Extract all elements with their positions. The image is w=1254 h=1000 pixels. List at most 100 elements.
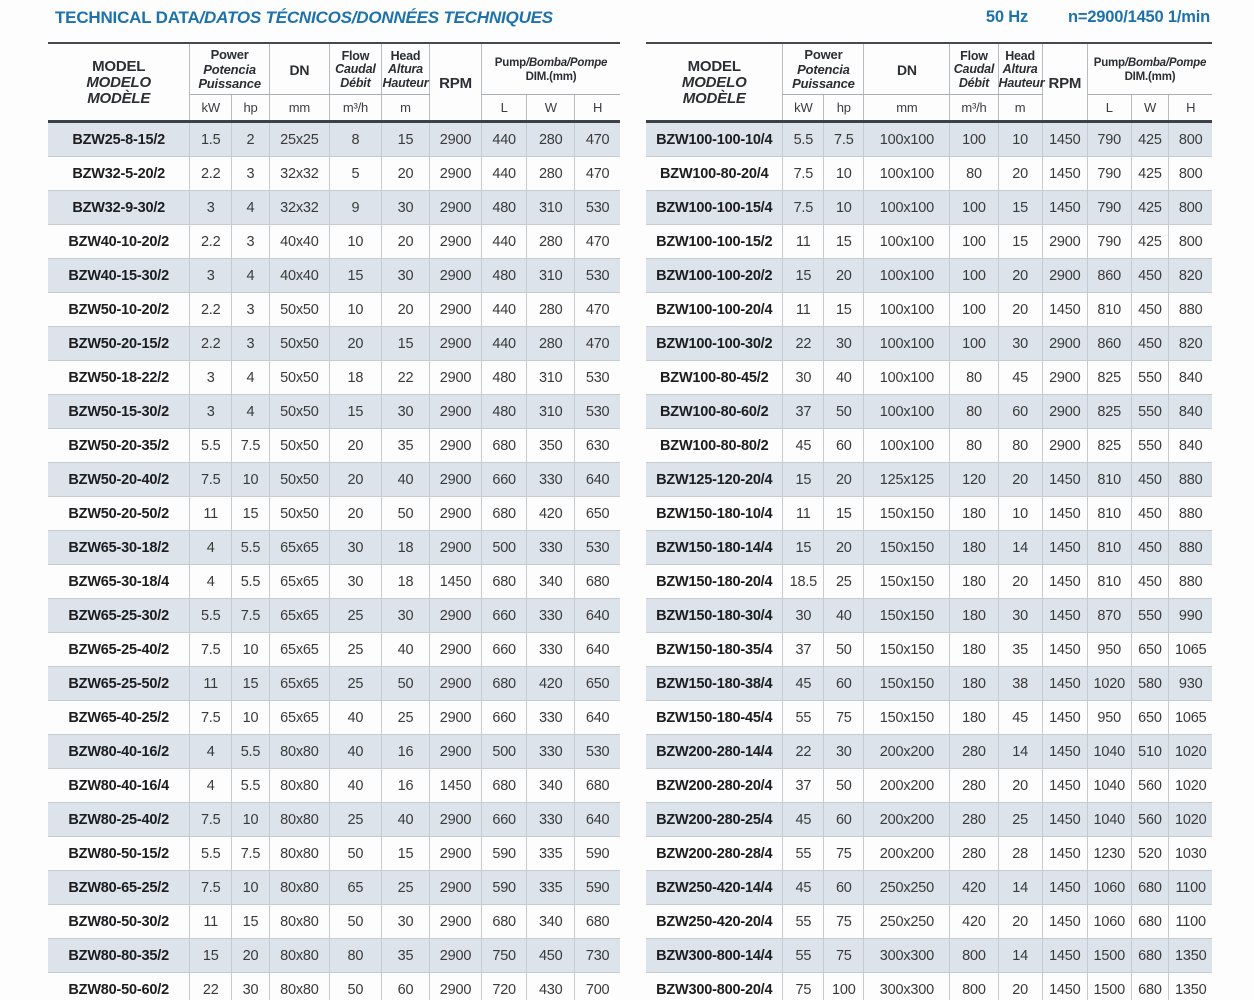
value-cell: 550 bbox=[1130, 598, 1170, 633]
value-cell: 2900 bbox=[428, 394, 483, 429]
power-label-es: Potencia bbox=[797, 61, 850, 77]
value-cell: 25 bbox=[328, 666, 382, 701]
value-cell: 100 bbox=[949, 326, 999, 361]
value-cell: 1065 bbox=[1168, 700, 1212, 735]
column-header-rpm: RPM bbox=[1041, 43, 1088, 122]
value-cell: 470 bbox=[574, 292, 620, 327]
value-cell: 20 bbox=[823, 258, 865, 293]
table-row: BZW100-100-30/2 22 30 100x100 100 30 2900 860 45… bbox=[646, 326, 1212, 361]
value-cell: 1350 bbox=[1168, 938, 1212, 973]
power-label-es: Potencia bbox=[203, 61, 256, 77]
value-cell: 825 bbox=[1086, 360, 1132, 395]
value-cell: 10 bbox=[231, 870, 270, 905]
value-cell: 1040 bbox=[1086, 768, 1132, 803]
value-cell: 250x250 bbox=[863, 904, 951, 939]
value-cell: 30 bbox=[997, 326, 1043, 361]
table-row: BZW150-180-35/4 37 50 150x150 180 35 1450 950 65… bbox=[646, 632, 1212, 667]
value-cell: 75 bbox=[823, 700, 865, 735]
model-cell: BZW250-420-20/4 bbox=[646, 904, 784, 939]
model-cell: BZW200-280-20/4 bbox=[646, 768, 784, 803]
value-cell: 150x150 bbox=[863, 530, 951, 565]
value-cell: 30 bbox=[823, 326, 865, 361]
model-cell: BZW32-5-20/2 bbox=[48, 156, 191, 191]
value-cell: 1450 bbox=[428, 768, 483, 803]
model-cell: BZW250-420-14/4 bbox=[646, 870, 784, 905]
head-label-fr: Hauteur bbox=[382, 75, 429, 90]
table-row: BZW100-100-10/4 5.5 7.5 100x100 100 10 1450 790… bbox=[646, 121, 1212, 157]
value-cell: 1450 bbox=[1041, 666, 1088, 701]
technical-data-table-right: MODEL MODELO MODÈLE Power Potencia Puiss… bbox=[646, 42, 1212, 1000]
value-cell: 450 bbox=[1130, 292, 1170, 327]
value-cell: 2900 bbox=[428, 121, 483, 157]
value-cell: 8 bbox=[328, 121, 382, 157]
value-cell: 470 bbox=[574, 326, 620, 361]
value-cell: 75 bbox=[782, 972, 825, 1000]
model-cell: BZW125-120-20/4 bbox=[646, 462, 784, 497]
value-cell: 65x65 bbox=[268, 666, 330, 701]
value-cell: 550 bbox=[1130, 428, 1170, 463]
power-label-en: Power bbox=[210, 47, 249, 63]
value-cell: 125x125 bbox=[863, 462, 951, 497]
value-cell: 100x100 bbox=[863, 224, 951, 259]
value-cell: 1450 bbox=[1041, 836, 1088, 871]
table-row: BZW100-100-20/2 15 20 100x100 100 20 2900 860 45… bbox=[646, 258, 1212, 293]
value-cell: 550 bbox=[1130, 360, 1170, 395]
unit-w: W bbox=[526, 94, 576, 122]
value-cell: 2 bbox=[231, 121, 270, 157]
model-cell: BZW80-50-15/2 bbox=[48, 836, 191, 871]
model-label-fr: MODÈLE bbox=[87, 90, 151, 107]
value-cell: 50x50 bbox=[268, 326, 330, 361]
value-cell: 330 bbox=[526, 462, 576, 497]
value-cell: 590 bbox=[574, 836, 620, 871]
tables-container: MODEL MODELO MODÈLE Power Potencia Puiss… bbox=[48, 42, 1212, 1000]
value-cell: 20 bbox=[997, 904, 1043, 939]
value-cell: 450 bbox=[1130, 564, 1170, 599]
value-cell: 20 bbox=[231, 938, 270, 973]
value-cell: 11 bbox=[782, 224, 825, 259]
value-cell: 55 bbox=[782, 904, 825, 939]
value-cell: 3 bbox=[189, 190, 233, 225]
model-cell: BZW100-100-10/4 bbox=[646, 121, 784, 157]
value-cell: 18 bbox=[380, 564, 430, 599]
table-body: BZW100-100-10/4 5.5 7.5 100x100 100 10 1450 790… bbox=[646, 121, 1212, 1000]
value-cell: 310 bbox=[526, 190, 576, 225]
unit-kw: kW bbox=[782, 94, 825, 122]
value-cell: 4 bbox=[231, 258, 270, 293]
value-cell: 10 bbox=[328, 292, 382, 327]
value-cell: 80x80 bbox=[268, 802, 330, 837]
value-cell: 330 bbox=[526, 700, 576, 735]
value-cell: 100 bbox=[949, 258, 999, 293]
column-header-flow: Flow Caudal Débit bbox=[949, 43, 999, 95]
value-cell: 420 bbox=[949, 870, 999, 905]
model-cell: BZW50-20-35/2 bbox=[48, 428, 191, 463]
value-cell: 65x65 bbox=[268, 632, 330, 667]
model-cell: BZW100-80-20/4 bbox=[646, 156, 784, 191]
value-cell: 450 bbox=[1130, 326, 1170, 361]
value-cell: 350 bbox=[526, 428, 576, 463]
unit-m3h: m³/h bbox=[328, 94, 382, 122]
value-cell: 1030 bbox=[1168, 836, 1212, 871]
value-cell: 50x50 bbox=[268, 394, 330, 429]
value-cell: 15 bbox=[997, 190, 1043, 225]
table-row: BZW32-5-20/2 2.2 3 32x32 5 20 2900 440 280 470 bbox=[48, 156, 620, 191]
unit-m3h: m³/h bbox=[949, 94, 999, 122]
table-row: BZW150-180-14/4 15 20 150x150 180 14 1450 810 45… bbox=[646, 530, 1212, 565]
value-cell: 440 bbox=[481, 292, 528, 327]
value-cell: 65x65 bbox=[268, 564, 330, 599]
value-cell: 9 bbox=[328, 190, 382, 225]
value-cell: 80x80 bbox=[268, 938, 330, 973]
value-cell: 1100 bbox=[1168, 904, 1212, 939]
model-cell: BZW100-100-20/4 bbox=[646, 292, 784, 327]
value-cell: 60 bbox=[823, 870, 865, 905]
column-header-rpm: RPM bbox=[428, 43, 483, 122]
unit-m: m bbox=[380, 94, 430, 122]
value-cell: 425 bbox=[1130, 224, 1170, 259]
table-header: MODEL MODELO MODÈLE Power Potencia Puiss… bbox=[48, 43, 620, 122]
table-row: BZW100-80-80/2 45 60 100x100 80 80 2900 825 550 8… bbox=[646, 428, 1212, 463]
table-row: BZW65-25-50/2 11 15 65x65 25 50 2900 680 420 650 bbox=[48, 666, 620, 701]
model-cell: BZW50-20-40/2 bbox=[48, 462, 191, 497]
value-cell: 840 bbox=[1168, 428, 1212, 463]
value-cell: 7.5 bbox=[231, 836, 270, 871]
model-cell: BZW150-180-14/4 bbox=[646, 530, 784, 565]
value-cell: 50x50 bbox=[268, 462, 330, 497]
